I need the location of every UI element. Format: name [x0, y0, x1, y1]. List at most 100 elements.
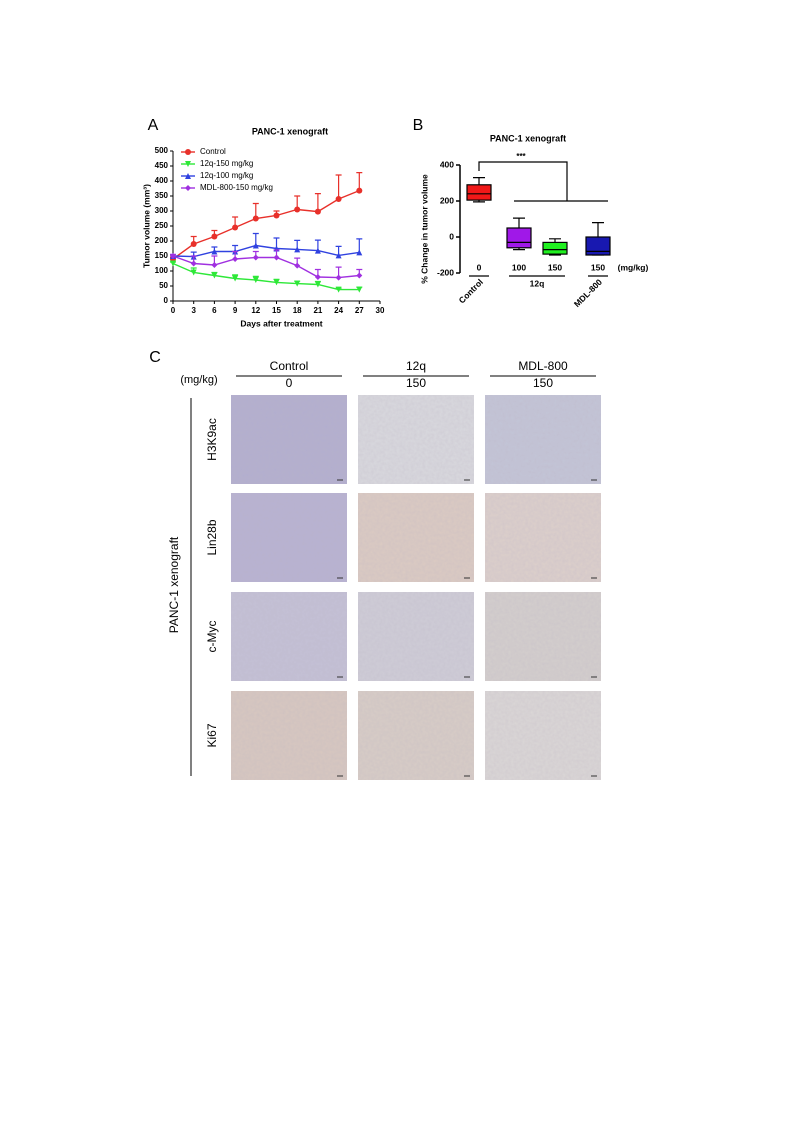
marker: [190, 241, 197, 247]
ihc-image: [231, 592, 347, 681]
legend-label: MDL-800-150 mg/kg: [200, 183, 273, 192]
marker: [232, 256, 239, 262]
unit-label: (mg/kg): [618, 262, 649, 272]
column-dose: 150: [533, 376, 553, 390]
marker: [232, 224, 239, 231]
marker: [314, 208, 321, 215]
column-title: 12q: [406, 359, 426, 373]
series-line: [172, 189, 360, 260]
box: [466, 184, 492, 201]
x-tick-label: 3: [191, 306, 196, 315]
x-tick-label: 27: [355, 306, 364, 315]
marker: [314, 274, 321, 280]
panel-label: C: [149, 349, 161, 366]
column-dose: 0: [286, 376, 293, 390]
dose-label: 0: [477, 262, 482, 272]
ihc-image: [231, 691, 347, 780]
whisker: [473, 177, 485, 185]
marker: [314, 281, 321, 288]
legend-marker: [185, 149, 191, 155]
marker: [190, 260, 197, 267]
y-axis-label: % Change in tumor volume: [419, 174, 429, 284]
panel-label: B: [413, 117, 424, 134]
series-line: [172, 262, 360, 291]
marker: [252, 254, 259, 261]
x-axis-label: Days after treatment: [240, 318, 322, 328]
marker: [273, 212, 280, 219]
column-title: MDL-800: [518, 359, 568, 373]
ihc-image: [485, 395, 601, 484]
row-label: H3K9ac: [205, 418, 219, 461]
box: [506, 227, 532, 249]
dose-label: 100: [512, 262, 526, 272]
row-label: Lin28b: [205, 519, 219, 555]
marker: [211, 233, 218, 240]
y-axis-label: Tumor volume (mm³): [141, 184, 151, 268]
x-tick-label: 30: [376, 306, 385, 315]
significance-label: ***: [516, 152, 526, 161]
y-tick-label: 400: [155, 176, 169, 185]
marker: [190, 269, 197, 276]
x-tick-label: 18: [293, 306, 302, 315]
marker: [356, 249, 363, 256]
marker: [335, 196, 342, 202]
box: [542, 241, 568, 255]
x-tick-label: 12: [251, 306, 260, 315]
side-label: PANC-1 xenograft: [167, 536, 181, 633]
dose-label: 150: [591, 262, 605, 272]
legend-label: 12q-100 mg/kg: [200, 171, 253, 180]
y-tick-label: 200: [155, 236, 169, 245]
marker: [252, 215, 259, 222]
x-tick-label: 21: [313, 306, 322, 315]
marker: [170, 253, 176, 259]
x-tick-label: 24: [334, 306, 343, 315]
marker: [294, 206, 301, 213]
chart-title: PANC-1 xenograft: [490, 133, 566, 143]
row-label: c-Myc: [205, 621, 219, 653]
row-label: Ki67: [205, 723, 219, 747]
ihc-image: [231, 395, 347, 484]
marker: [335, 286, 342, 293]
y-tick-label: -200: [437, 267, 454, 277]
ihc-image: [485, 691, 601, 780]
marker: [335, 274, 342, 281]
x-tick-label: 0: [171, 306, 176, 315]
y-tick-label: 400: [440, 159, 454, 169]
y-tick-label: 0: [164, 296, 169, 305]
y-tick-label: 100: [155, 266, 169, 275]
chart-title: PANC-1 xenograft: [252, 126, 328, 136]
y-tick-label: 500: [155, 146, 169, 155]
whisker: [513, 217, 525, 228]
whisker: [592, 222, 604, 237]
legend-label: 12q-150 mg/kg: [200, 159, 253, 168]
column-dose: 150: [406, 376, 426, 390]
marker: [252, 277, 259, 283]
marker: [211, 262, 218, 268]
marker: [294, 246, 301, 253]
ihc-image: [485, 493, 601, 582]
marker: [294, 262, 301, 269]
unit-label: (mg/kg): [180, 374, 217, 386]
marker: [252, 242, 259, 249]
legend-label: Control: [200, 147, 226, 156]
marker: [335, 252, 342, 259]
ihc-image: [358, 493, 474, 582]
y-tick-label: 150: [155, 251, 169, 260]
x-tick-label: 9: [233, 306, 238, 315]
ihc-image: [358, 395, 474, 484]
error-bar: [335, 174, 342, 199]
marker: [232, 275, 239, 282]
marker: [170, 260, 176, 267]
marker: [211, 272, 218, 279]
ihc-image: [358, 691, 474, 780]
ihc-image: [485, 592, 601, 681]
series-line: [172, 244, 360, 258]
x-tick-label: 15: [272, 306, 281, 315]
y-tick-label: 300: [155, 206, 169, 215]
y-tick-label: 250: [155, 221, 169, 230]
marker: [273, 254, 280, 261]
group-label: 12q: [530, 278, 545, 288]
marker: [356, 187, 363, 194]
x-tick-label: 6: [212, 306, 217, 315]
